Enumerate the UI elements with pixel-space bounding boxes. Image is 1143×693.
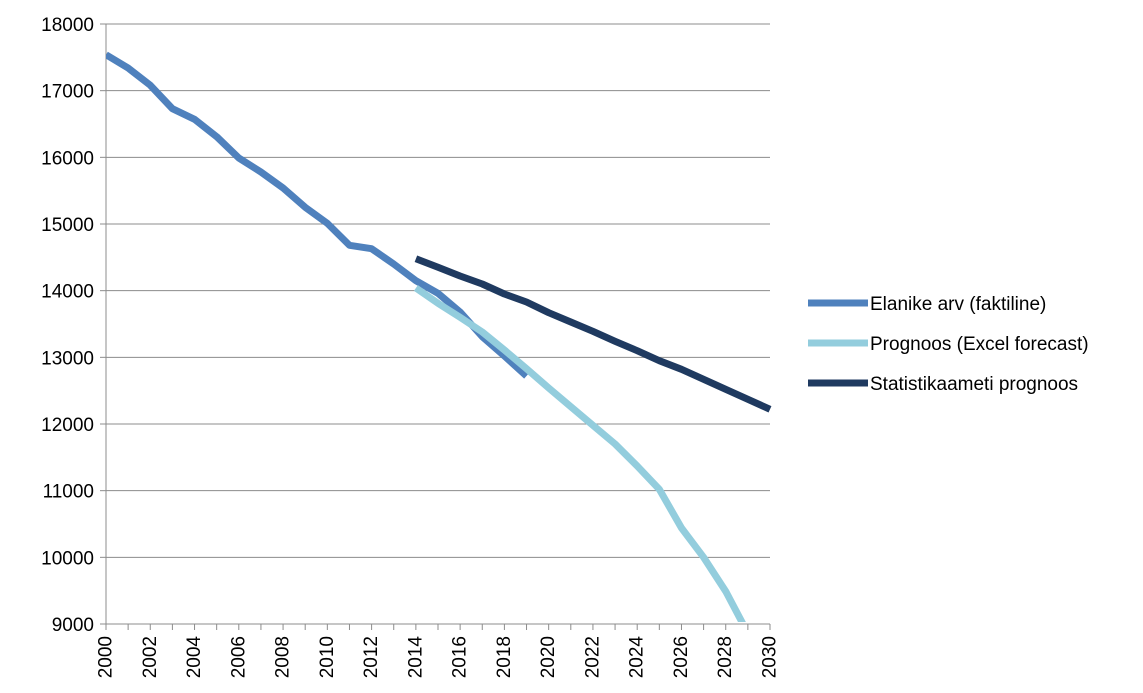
legend-label: Elanike arv (faktiline) (870, 294, 1046, 315)
y-tick-label: 11000 (43, 482, 94, 503)
x-tick-label: 2002 (140, 636, 161, 678)
y-tick-label: 18000 (41, 15, 94, 36)
gridlines (100, 23, 770, 625)
legend-label: Prognoos (Excel forecast) (870, 334, 1089, 355)
legend: Elanike arv (faktiline) Prognoos (Excel f… (808, 294, 1089, 395)
x-tick-label: 2008 (273, 636, 294, 678)
x-axis-tick-labels: 2000 2002 2004 2006 2008 2010 2012 2014 2016 2018… (96, 636, 781, 679)
x-tick-label: 2004 (184, 636, 205, 679)
axes (105, 24, 771, 630)
x-tick-label: 2000 (96, 636, 117, 678)
x-tick-label: 2014 (405, 636, 426, 679)
y-tick-label: 10000 (41, 548, 94, 569)
x-tick-label: 2010 (317, 636, 338, 678)
y-tick-label: 12000 (41, 415, 94, 436)
series-line-2 (413, 285, 746, 622)
series-line-1 (106, 51, 529, 379)
x-tick-label: 2026 (671, 636, 692, 678)
y-tick-label: 13000 (41, 348, 94, 369)
x-tick-label: 2016 (450, 636, 471, 678)
x-tick-label: 2018 (494, 636, 515, 678)
x-tick-label: 2022 (582, 636, 603, 678)
plot-area (106, 51, 772, 622)
legend-label: Statistikaameti prognoos (870, 374, 1078, 395)
y-tick-label: 15000 (41, 215, 94, 236)
y-axis-tick-labels: 9000 10000 11000 12000 13000 14000 15000 16000 1… (41, 15, 94, 636)
x-tick-label: 2024 (627, 636, 648, 679)
series-line-3 (414, 255, 772, 413)
x-tick-label: 2020 (538, 636, 559, 678)
x-tick-label: 2030 (760, 636, 781, 678)
x-tick-label: 2012 (361, 636, 382, 678)
x-tick-label: 2006 (228, 636, 249, 678)
y-tick-label: 17000 (41, 82, 94, 103)
x-tick-label: 2028 (715, 636, 736, 678)
y-tick-label: 9000 (52, 615, 94, 636)
y-tick-label: 14000 (41, 282, 94, 303)
y-tick-label: 16000 (41, 148, 94, 169)
